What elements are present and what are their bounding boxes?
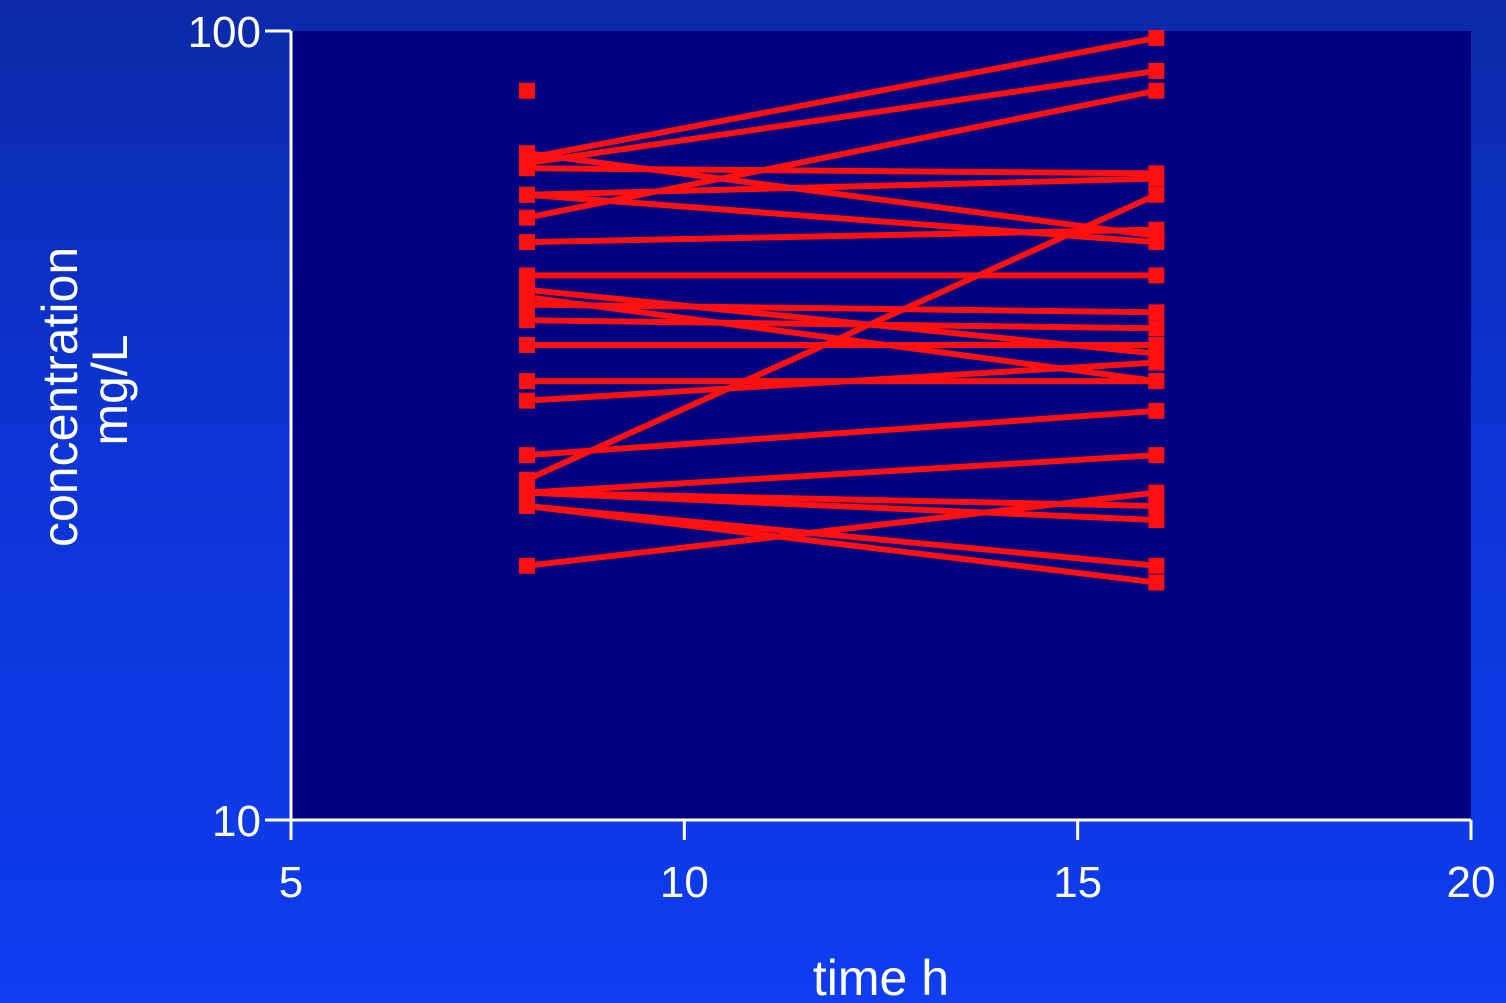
data-point [519, 471, 535, 488]
series-line [526, 226, 1157, 246]
data-point [1148, 447, 1165, 464]
data-point [519, 82, 535, 99]
series-line [526, 175, 1157, 198]
data-point [519, 557, 535, 574]
series-line [526, 87, 1157, 221]
series-18 [519, 186, 1165, 488]
x-tick-label: 15 [1053, 858, 1102, 907]
x-tick-label: 5 [279, 858, 303, 907]
data-point [519, 498, 535, 515]
data-point [519, 234, 535, 251]
series-line [526, 317, 1157, 332]
x-tick-label: 10 [660, 858, 709, 907]
series-line [526, 34, 1157, 162]
data-point [519, 160, 535, 177]
data-point [1148, 29, 1165, 46]
data-point [1148, 336, 1165, 353]
data-point [1148, 484, 1165, 501]
series-line [526, 503, 1157, 586]
data-point [519, 209, 535, 226]
series-line [526, 359, 1157, 404]
data-point [1148, 82, 1165, 99]
data-point [1148, 170, 1165, 187]
data-point [1148, 304, 1165, 321]
series-3 [519, 82, 1165, 226]
data-point [519, 289, 535, 306]
data-point [1148, 186, 1165, 203]
series-line [525, 192, 1158, 483]
y-axis-title-line-1: concentration [32, 247, 88, 547]
y-axis-title: concentration mg/L [32, 233, 138, 547]
data-point [1148, 62, 1165, 79]
series-line [526, 150, 1157, 239]
series-13 [519, 336, 1165, 353]
data-point [1148, 234, 1165, 251]
data-point [519, 267, 535, 284]
data-point [1148, 402, 1165, 419]
data-point [519, 186, 535, 203]
y-tick-label: 100 [188, 8, 261, 57]
data-point [1148, 498, 1165, 515]
series-line [526, 67, 1157, 167]
data-point [519, 145, 535, 162]
data-layer [519, 29, 1165, 591]
series-8 [519, 221, 1165, 251]
data-point [519, 373, 535, 390]
plot-area [291, 31, 1471, 820]
series-21 [519, 484, 1165, 529]
series-12 [519, 312, 1165, 337]
series-line [526, 407, 1157, 459]
series-line [526, 489, 1157, 569]
y-axis-title-line-2: mg/L [82, 334, 138, 445]
series-24 [519, 498, 1165, 591]
data-point [1148, 574, 1165, 591]
series-line [526, 452, 1157, 496]
data-point [519, 336, 535, 353]
data-point [1148, 221, 1165, 238]
data-point [1148, 373, 1165, 390]
data-point [1148, 557, 1165, 574]
data-point [1148, 320, 1165, 337]
series-23 [519, 484, 1165, 574]
data-point [519, 312, 535, 329]
data-point [1148, 267, 1165, 284]
data-point [1148, 354, 1165, 371]
x-tick-label: 20 [1447, 858, 1496, 907]
data-point [1148, 512, 1165, 529]
series-9 [519, 267, 1165, 284]
data-point [519, 484, 535, 501]
y-tick-label: 10 [212, 797, 261, 846]
series-17 [519, 402, 1165, 464]
y-axis-ticks: 10 100 [188, 8, 291, 846]
x-axis-title: time h [813, 950, 949, 1003]
data-point [519, 392, 535, 409]
series-line [526, 301, 1157, 316]
series-line [526, 489, 1157, 524]
data-point [519, 447, 535, 464]
series-16 [519, 354, 1165, 409]
x-axis-ticks: 5 10 15 20 [279, 820, 1496, 907]
